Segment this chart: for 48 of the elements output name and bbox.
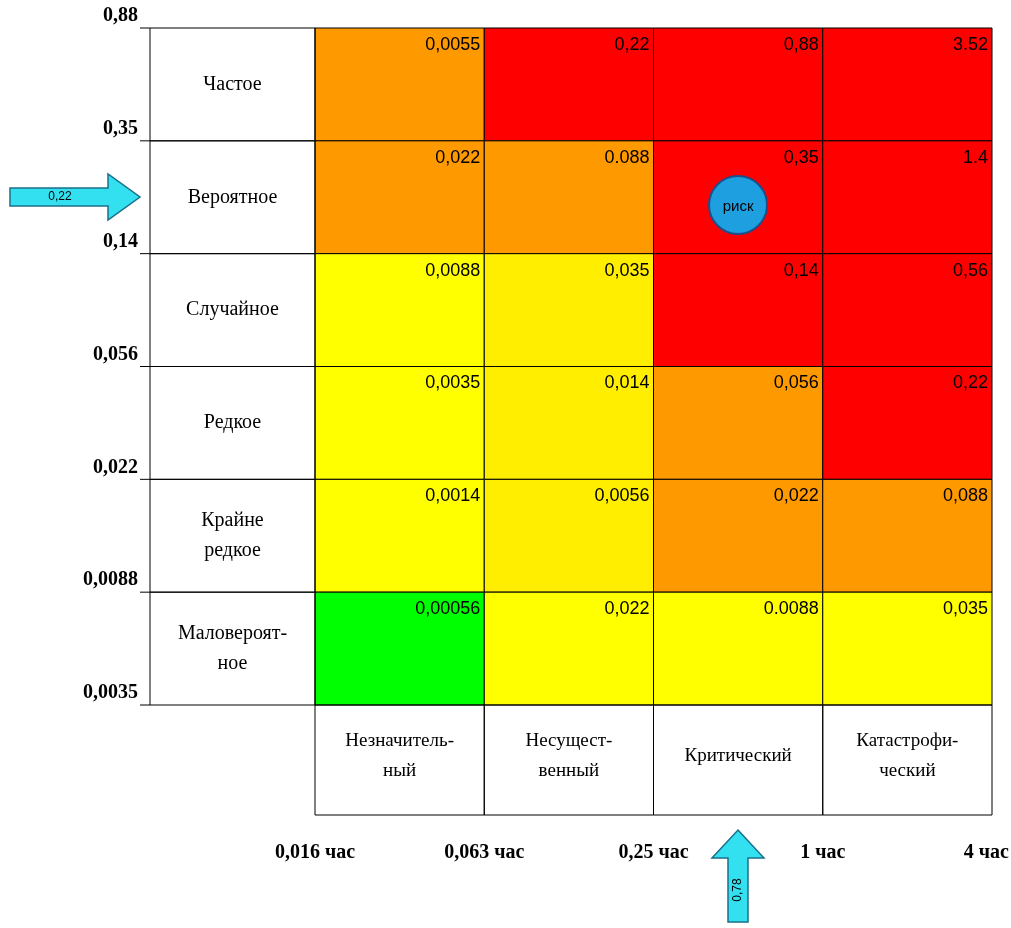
text: 0,022 — [93, 454, 138, 477]
text: 0,35 — [103, 116, 138, 139]
data-label: 0.088 — [604, 146, 650, 167]
arrow-icon: 0,22 — [8, 172, 142, 223]
y-tick-label: Частое — [203, 71, 262, 94]
text: 0,063 час — [444, 840, 525, 863]
data-label: 0,022 — [773, 485, 819, 506]
x-tick-label: Несущест- венный — [525, 728, 613, 780]
x-tick-label: Незначитель- ный — [345, 728, 454, 780]
data-label: 0,0035 — [425, 372, 481, 393]
text: 4 час — [963, 840, 1010, 863]
data-label: 0,0056 — [594, 485, 650, 506]
data-label: 0,035 — [604, 259, 650, 280]
y-tick-label: Случайное — [186, 297, 280, 321]
text: 0,0035 — [83, 680, 138, 703]
text: 0,25 час — [618, 840, 689, 863]
text: 0,0088 — [83, 567, 138, 590]
y-tick-label: Маловероят- ное — [177, 620, 288, 673]
data-label: 0,22 — [614, 33, 650, 54]
data-label: 3.52 — [952, 33, 988, 54]
data-label: 0,088 — [942, 485, 988, 506]
data-label: 0,00056 — [415, 598, 481, 619]
text: 0,016 час — [274, 840, 356, 863]
data-label: 0.0088 — [763, 598, 819, 619]
data-label: 0,0014 — [425, 485, 481, 506]
data-label: 0,0055 — [425, 33, 481, 54]
y-tick-label: Вероятное — [187, 184, 278, 208]
text: 1 час — [800, 840, 846, 863]
data-label: 0,14 — [783, 259, 819, 280]
text: 0,056 — [93, 341, 138, 364]
data-label: 0,22 — [952, 372, 988, 393]
data-label: 0,88 — [783, 33, 819, 54]
text: 0,14 — [103, 228, 138, 251]
data-label: 0,35 — [783, 146, 819, 167]
data-label: 1.4 — [962, 146, 988, 167]
text: 0,88 — [103, 3, 138, 26]
data-label: 0,56 — [952, 259, 988, 280]
x-tick-label: Критический — [684, 743, 792, 765]
data-label: 0,056 — [773, 372, 819, 393]
data-label: 0,014 — [604, 372, 650, 393]
arrow-icon: 0,78 — [710, 828, 767, 924]
data-label: 0,035 — [942, 598, 988, 619]
y-tick-label: Редкое — [203, 410, 262, 434]
x-tick-label: Катастрофи- ческий — [856, 728, 959, 780]
y-tick-label: Крайне редкое — [201, 508, 264, 561]
data-label: 0,022 — [604, 598, 650, 619]
data-label: 0,022 — [435, 146, 481, 167]
data-label: 0,0088 — [425, 259, 481, 280]
